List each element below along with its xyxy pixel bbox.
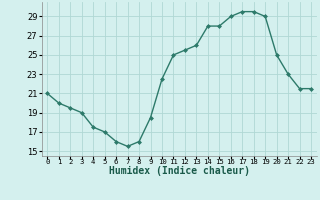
- X-axis label: Humidex (Indice chaleur): Humidex (Indice chaleur): [109, 166, 250, 176]
